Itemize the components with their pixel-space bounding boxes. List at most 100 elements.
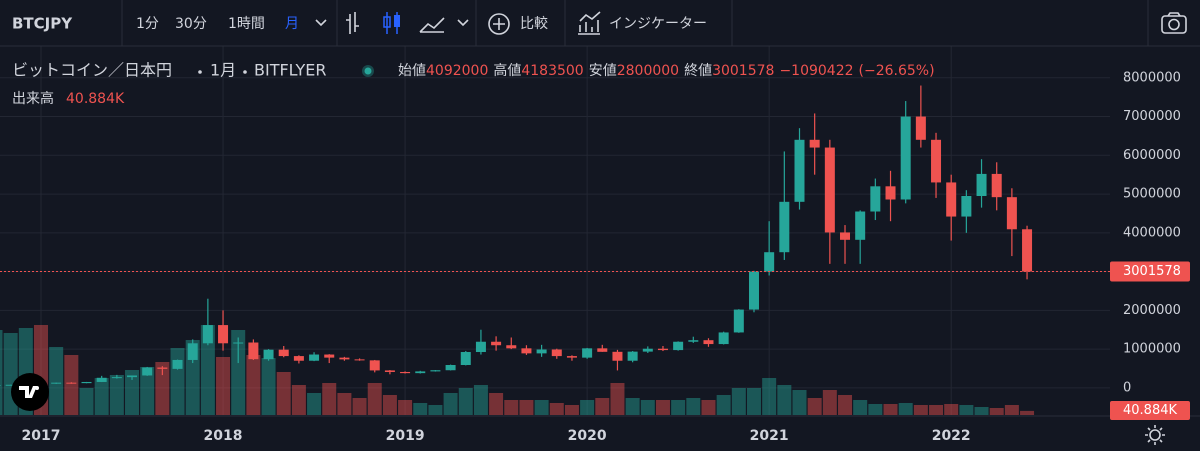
- volume-bar: [595, 398, 610, 415]
- candle-body: [551, 349, 562, 357]
- volume-bar: [458, 388, 473, 415]
- candle-body: [688, 340, 699, 342]
- volume-bar: [170, 348, 185, 415]
- settings-button[interactable]: [1145, 425, 1165, 445]
- volume-bar: [580, 400, 595, 415]
- area-chart-icon[interactable]: [419, 17, 445, 33]
- candle-body: [445, 364, 456, 371]
- candle-body: [597, 348, 608, 352]
- candle-body: [855, 211, 866, 240]
- volume-bar: [929, 405, 944, 415]
- volume-axis-label: 40.884K: [1123, 403, 1177, 418]
- interval-button[interactable]: 1分: [136, 16, 159, 32]
- volume-bar: [807, 398, 822, 415]
- candle-body: [506, 345, 517, 349]
- volume-bar: [534, 400, 549, 415]
- volume-bar: [231, 330, 246, 415]
- candle-body: [991, 173, 1002, 198]
- candle-body: [339, 357, 350, 360]
- y-tick-label: 7000000: [1123, 109, 1181, 124]
- volume-bar: [49, 347, 64, 415]
- candle-body: [369, 360, 380, 371]
- x-tick-label: 2019: [386, 428, 425, 444]
- volume-bar: [382, 395, 397, 415]
- volume-bar: [398, 400, 413, 415]
- candle-body: [187, 343, 198, 360]
- volume-bar: [79, 388, 94, 415]
- candle-body: [278, 349, 289, 357]
- volume-bar: [0, 330, 3, 415]
- chart-type-menu[interactable]: [457, 19, 469, 27]
- volume-bar: [1004, 405, 1019, 415]
- candle-body: [111, 377, 122, 379]
- volume-bar: [838, 395, 853, 415]
- candle-body: [612, 351, 623, 361]
- legend: ビットコイン／日本円 1月 BITFLYER 始値4092000 高値418350…: [12, 61, 935, 108]
- candle-body: [127, 375, 138, 378]
- volume-bar: [1020, 410, 1035, 415]
- candle-body: [733, 309, 744, 333]
- logo[interactable]: [11, 373, 49, 411]
- volume-bar: [307, 393, 322, 415]
- symbol-name: ビットコイン／日本円: [12, 61, 172, 80]
- volume-bar: [155, 362, 170, 415]
- candle-body: [384, 370, 395, 372]
- candle-body: [202, 325, 213, 344]
- candle-body: [900, 116, 911, 200]
- interval-button[interactable]: 1時間: [228, 16, 265, 32]
- y-tick-label: 5000000: [1123, 187, 1181, 202]
- volume-bar: [443, 393, 458, 415]
- volume-bar: [974, 407, 989, 415]
- interval-menu[interactable]: [315, 19, 327, 27]
- volume-bar: [291, 385, 306, 415]
- candle-body: [642, 348, 653, 352]
- candle-body: [263, 349, 274, 360]
- screenshot-button[interactable]: [1161, 12, 1187, 34]
- volume-bar: [959, 405, 974, 415]
- candle-body: [870, 186, 881, 212]
- volume-bar: [473, 385, 488, 415]
- volume-bar: [822, 390, 837, 415]
- y-tick-label: 2000000: [1123, 303, 1181, 318]
- toolbar: BTCJPY 1分 30分 1時間 月 比較 インジケーター: [0, 0, 1200, 47]
- compare-button[interactable]: 比較: [488, 13, 548, 35]
- candle-body: [627, 351, 638, 361]
- symbol[interactable]: BTCJPY: [12, 15, 73, 33]
- candle-body: [794, 139, 805, 202]
- volume-bar: [913, 405, 928, 415]
- candle-body: [946, 182, 957, 217]
- y-tick-label: 8000000: [1123, 70, 1181, 85]
- bar-chart-icon[interactable]: [346, 12, 359, 34]
- candle-body: [1022, 229, 1033, 272]
- interval-button[interactable]: 月: [285, 16, 299, 32]
- candle-body: [779, 201, 790, 253]
- candle-chart-icon[interactable]: [383, 12, 400, 34]
- change-pct: (−26.65%): [859, 63, 935, 79]
- volume-bar: [655, 400, 670, 415]
- y-tick-label: 4000000: [1123, 225, 1181, 240]
- volume-bar: [489, 393, 504, 415]
- ohlc-value: 3001578: [712, 63, 774, 79]
- candle-body: [1006, 197, 1017, 230]
- candle-body: [324, 354, 335, 358]
- volume-bar: [216, 357, 231, 415]
- volume-bar: [140, 367, 155, 415]
- candle-body: [400, 371, 411, 374]
- volume-bar: [610, 383, 625, 415]
- indicators-button[interactable]: インジケーター: [578, 11, 707, 35]
- volume-bar: [109, 375, 124, 415]
- candle-body: [764, 252, 775, 272]
- candle-body: [582, 348, 593, 358]
- candle-body: [961, 196, 972, 217]
- candle-body: [748, 271, 759, 310]
- candle-body: [51, 382, 62, 384]
- ohlc-value: 4092000: [426, 63, 488, 79]
- volume-bar: [504, 400, 519, 415]
- dot: [198, 70, 202, 74]
- candle-body: [172, 359, 183, 369]
- interval-button[interactable]: 30分: [175, 16, 207, 32]
- interval: 1月: [210, 61, 236, 80]
- candle-body: [491, 341, 502, 346]
- candle-body: [976, 173, 987, 197]
